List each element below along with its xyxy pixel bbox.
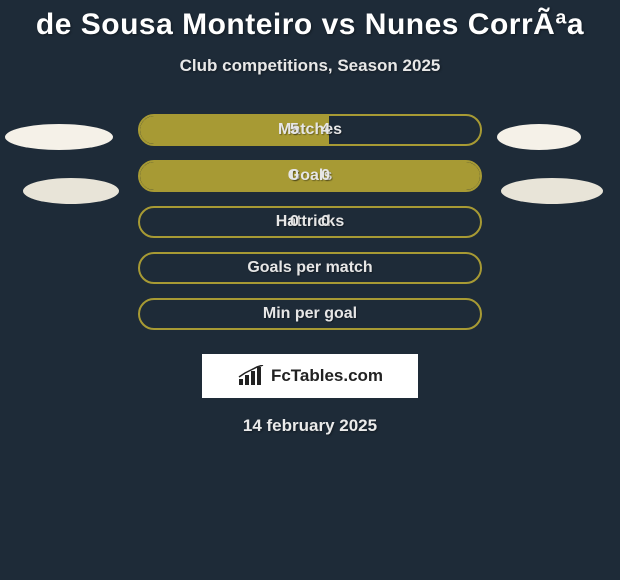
date-label: 14 february 2025 (0, 416, 620, 436)
stat-label: Goals (140, 167, 480, 185)
stat-row: Goals per match (0, 252, 620, 298)
stat-bar: Min per goal (138, 298, 482, 330)
decorative-ellipse (501, 178, 603, 204)
stat-value-left: 0 (290, 167, 299, 185)
page-subtitle: Club competitions, Season 2025 (0, 56, 620, 76)
stat-bar: Goals0 0 (138, 160, 482, 192)
logo-chart-icon (237, 365, 265, 387)
decorative-ellipse (5, 124, 113, 150)
stat-value-left: 0 (290, 213, 299, 231)
logo-box: FcTables.com (202, 354, 418, 398)
stat-bar: Matches5 4 (138, 114, 482, 146)
stat-label: Hattricks (140, 213, 480, 231)
decorative-ellipse (497, 124, 581, 150)
page-title: de Sousa Monteiro vs Nunes CorrÃªa (0, 0, 620, 42)
stat-bar: Goals per match (138, 252, 482, 284)
stat-value-right: 0 (321, 167, 330, 185)
stat-value-right: 0 (321, 213, 330, 231)
stat-label: Goals per match (140, 259, 480, 277)
stat-label: Min per goal (140, 305, 480, 323)
stat-value-left: 5 (290, 121, 299, 139)
stat-bar: Hattricks0 0 (138, 206, 482, 238)
logo-text: FcTables.com (271, 366, 383, 386)
stat-label: Matches (140, 121, 480, 139)
stat-row: Min per goal (0, 298, 620, 344)
decorative-ellipse (23, 178, 119, 204)
stat-value-right: 4 (321, 121, 330, 139)
stat-row: Hattricks0 0 (0, 206, 620, 252)
